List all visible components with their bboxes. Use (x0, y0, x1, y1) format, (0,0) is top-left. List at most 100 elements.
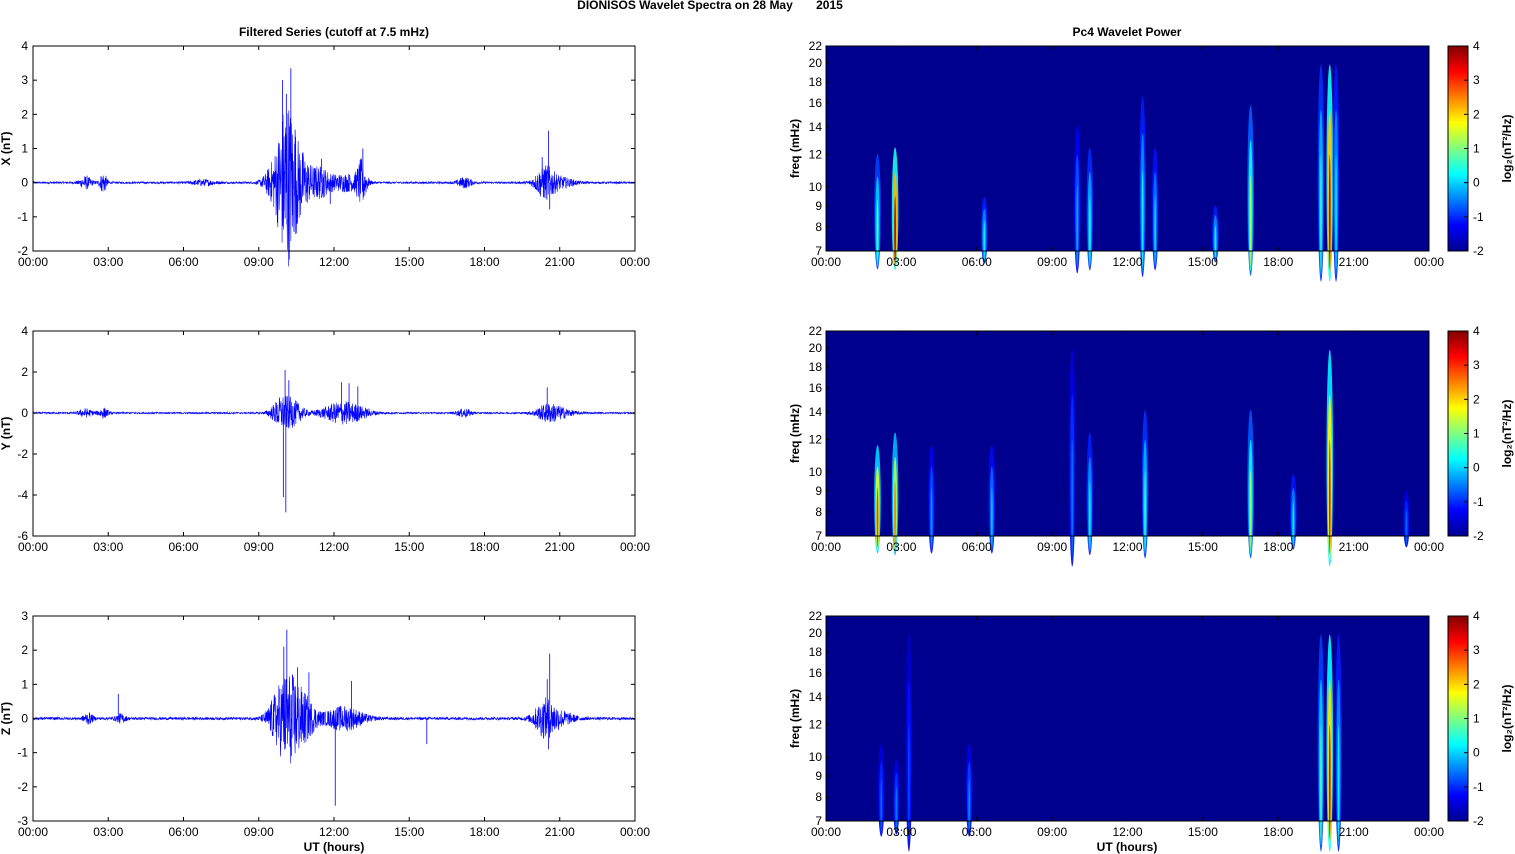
colorbar-label: log₂(nT²/Hz) (1500, 685, 1514, 753)
x-tick-label: 00:00 (18, 825, 48, 839)
y-tick-label: 20 (809, 626, 823, 640)
y-tick-label: -2 (17, 244, 28, 258)
right-x-axis-label: UT (hours) (1097, 840, 1158, 854)
y-tick-label: 12 (809, 148, 823, 162)
y-tick-label: 0 (21, 712, 28, 726)
y-tick-label: 10 (809, 465, 823, 479)
y-axis-label: freq (mHz) (788, 404, 802, 463)
power-streak (1328, 154, 1331, 270)
series-panel-x: -2 -1 0 1 2 3 4 00:00 03:00 06:00 09:00 12:00 15:00 1… (0, 39, 650, 269)
y-tick-label: -2 (17, 447, 28, 461)
y-tick-label: 8 (815, 220, 822, 234)
x-tick-label: 03:00 (886, 540, 916, 554)
y-tick-label: 2 (21, 643, 28, 657)
x-tick-label: 18:00 (469, 825, 499, 839)
y-tick-label: 2 (21, 107, 28, 121)
power-streak (991, 487, 993, 548)
power-streak (876, 487, 879, 548)
x-tick-label: 21:00 (545, 255, 575, 269)
colorbar-tick-label: 1 (1473, 427, 1480, 441)
y-tick-label: 14 (809, 120, 823, 134)
x-tick-label: 21:00 (545, 540, 575, 554)
spectrogram-background (826, 331, 1429, 536)
colorbar-tick-label: 2 (1473, 107, 1480, 121)
colorbar-tick-label: -2 (1473, 529, 1484, 543)
power-streak (1071, 439, 1074, 555)
power-streak (930, 487, 933, 548)
y-tick-label: -3 (17, 814, 28, 828)
x-tick-label: 03:00 (93, 255, 123, 269)
y-tick-label: 4 (21, 324, 28, 338)
y-tick-label: 22 (809, 324, 823, 338)
x-tick-label: 15:00 (394, 255, 424, 269)
x-tick-label: 06:00 (962, 540, 992, 554)
y-tick-label: 12 (809, 718, 823, 732)
x-tick-label: 09:00 (1037, 825, 1067, 839)
x-tick-label: 06:00 (168, 540, 198, 554)
x-tick-label: 12:00 (1112, 825, 1142, 839)
trace-line (32, 110, 636, 267)
y-tick-label: 22 (809, 609, 823, 623)
y-tick-label: -1 (17, 746, 28, 760)
x-tick-label: 21:00 (1339, 540, 1369, 554)
left-x-axis-label: UT (hours) (304, 840, 365, 854)
power-streak (968, 779, 971, 832)
y-tick-label: 3 (21, 73, 28, 87)
power-streak (894, 481, 896, 549)
y-tick-label: 3 (21, 609, 28, 623)
y-tick-label: 10 (809, 180, 823, 194)
y-tick-label: 9 (815, 199, 822, 213)
colorbar-tick-label: 3 (1473, 643, 1480, 657)
x-tick-label: 00:00 (811, 255, 841, 269)
y-tick-label: 8 (815, 505, 822, 519)
x-tick-label: 00:00 (811, 540, 841, 554)
power-streak (1320, 724, 1322, 840)
x-tick-label: 12:00 (319, 540, 349, 554)
y-tick-label: 0 (21, 176, 28, 190)
x-tick-label: 09:00 (244, 540, 274, 554)
y-tick-label: -6 (17, 529, 28, 543)
y-tick-label: 2 (21, 365, 28, 379)
colorbar-tick-label: 0 (1473, 176, 1480, 190)
x-tick-label: 03:00 (93, 540, 123, 554)
colorbar-tick-label: 4 (1473, 609, 1480, 623)
power-streak (908, 724, 910, 840)
y-tick-label: 9 (815, 484, 822, 498)
colorbar-tick-label: 4 (1473, 39, 1480, 53)
x-tick-label: 06:00 (168, 255, 198, 269)
y-tick-label: 8 (815, 790, 822, 804)
x-tick-label: 09:00 (1037, 540, 1067, 554)
x-tick-label: 21:00 (1339, 255, 1369, 269)
power-streak (1405, 510, 1408, 545)
colorbar-label: log₂(nT²/Hz) (1500, 400, 1514, 468)
y-tick-label: 14 (809, 405, 823, 419)
power-streak (983, 220, 986, 261)
power-streak (1088, 481, 1091, 549)
x-tick-label: 09:00 (244, 255, 274, 269)
power-streak (1154, 196, 1156, 264)
y-axis-label: Y (nT) (0, 417, 13, 451)
y-tick-label: 7 (815, 814, 822, 828)
colorbar-tick-label: -1 (1473, 210, 1484, 224)
x-tick-label: 00:00 (1414, 540, 1444, 554)
plot-area (33, 331, 635, 536)
x-tick-label: 06:00 (962, 255, 992, 269)
x-tick-label: 00:00 (620, 540, 650, 554)
y-tick-label: 20 (809, 341, 823, 355)
y-tick-label: 1 (21, 142, 28, 156)
y-tick-label: 14 (809, 690, 823, 704)
trace-line (32, 395, 636, 429)
x-tick-label: 00:00 (18, 255, 48, 269)
trace-line (32, 674, 636, 764)
y-tick-label: 16 (809, 381, 823, 395)
power-streak (1337, 724, 1340, 840)
x-tick-label: 18:00 (469, 255, 499, 269)
y-tick-label: 18 (809, 645, 823, 659)
colorbar: -2 -1 0 1 2 3 4 log₂(nT²/Hz) (1447, 324, 1514, 543)
x-tick-label: 18:00 (469, 540, 499, 554)
power-streak (1249, 175, 1252, 267)
x-tick-label: 12:00 (1112, 540, 1142, 554)
